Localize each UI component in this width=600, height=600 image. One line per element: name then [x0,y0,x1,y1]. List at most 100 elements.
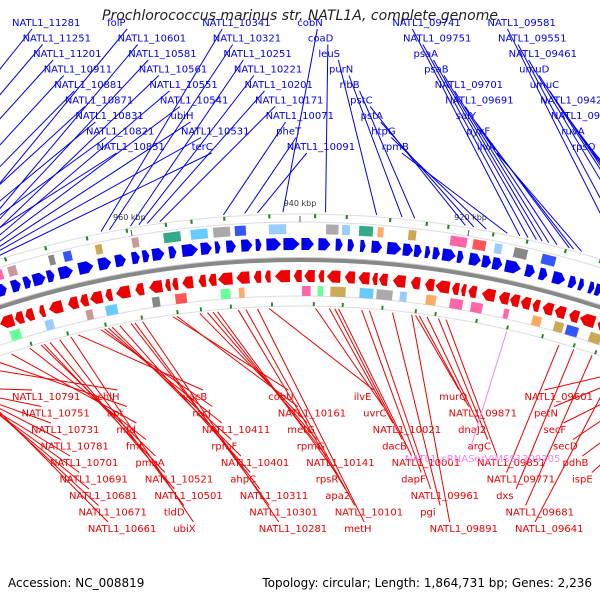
forward-gene-label: NATL1_10911 [44,65,112,76]
reverse-gene-arrow [372,272,378,286]
reverse-gene-label-leader [563,404,600,424]
forward-gene-arrow [537,267,548,281]
forward-gene-label: NATL1_10091 [287,142,355,153]
forward-gene-label-leader [433,59,537,240]
reverse-gene-arrow [208,273,217,287]
outer-marker [388,217,392,223]
forward-gene-label: NATL1_11251 [23,34,91,45]
reverse-cog-block [151,296,161,308]
forward-gene-label: NATL1_10601 [118,34,186,45]
reverse-gene-label: NATL1_10681 [69,491,137,502]
reverse-gene-arrow [39,304,47,318]
reverse-gene-label-leader [0,411,109,523]
forward-gene-label: NATL1_09581 [487,18,555,29]
outer-marker [268,214,271,219]
forward-gene-label: NATL1_10341 [202,18,270,29]
reverse-gene-label-leader [0,408,61,440]
inner-marker [594,350,598,355]
inner-marker [229,304,232,309]
forward-gene-label: NATL1_10881 [54,80,122,91]
reverse-gene-label-leader [199,313,308,424]
accession-text: Accession: NC_008819 [8,576,145,590]
reverse-cog-block [552,320,565,334]
reverse-gene-label: NATL1_10691 [59,475,127,486]
reverse-gene-label: metH [344,524,371,535]
reverse-gene-label: NATL1_10301 [249,508,317,519]
scale-tick [467,230,470,237]
forward-gene-arrow [371,240,383,254]
forward-gene-label-leader [159,106,276,222]
reverse-gene-label-leader [426,316,479,424]
reverse-gene-label-leader [108,327,232,440]
reverse-gene-arrow [25,307,36,321]
reverse-gene-arrow [293,270,302,283]
inner-marker [104,322,107,327]
forward-gene-arrow [114,254,126,268]
reverse-gene-label-leader [368,310,432,490]
forward-gene-label: pykF [466,127,490,138]
reverse-gene-arrow [425,278,436,292]
forward-gene-label-leader [475,121,570,249]
forward-cog-block [341,224,351,236]
scale-tick-label: 940 kbp [284,199,317,208]
forward-gene-label: psaA [414,49,439,60]
forward-gene-arrow [441,248,456,262]
reverse-gene-label-leader [59,339,185,506]
forward-gene-label-leader [244,137,297,214]
reverse-gene-label-leader [328,308,394,424]
forward-gene-arrow [57,265,73,280]
forward-gene-label-leader [109,44,234,231]
reverse-gene-label-leader [445,319,498,457]
reverse-gene-label-leader [0,414,80,473]
reverse-gene-label-leader [515,349,575,490]
reverse-cog-block [9,328,23,342]
forward-gene-arrow [468,252,481,266]
reverse-gene-label-leader [506,344,560,473]
reverse-gene-label-leader [172,316,289,391]
reverse-cog-block [376,289,393,301]
scale-tick-label: 920 kbp [454,213,487,222]
reverse-gene-label-leader [257,308,365,523]
reverse-gene-label: petN [534,409,558,420]
forward-gene-arrow [456,250,464,264]
reverse-gene-arrow [579,313,597,329]
reverse-gene-label-leader [553,387,600,407]
reverse-gene-label: pmbA [135,458,164,469]
forward-gene-label: NATL1_11281 [12,18,80,29]
forward-gene-arrow [587,281,595,294]
forward-gene-label: NATL1_09701 [435,80,503,91]
forward-gene-label-leader [390,137,487,230]
outer-marker [44,246,48,251]
forward-gene-label-leader [0,152,117,229]
forward-gene-arrow [22,276,31,290]
forward-gene-arrow [318,238,331,251]
outer-marker [525,239,529,244]
reverse-cog-block [174,292,188,305]
reverse-gene-arrow [49,300,64,314]
reverse-gene-arrow [15,311,26,325]
inner-marker [29,341,33,346]
forward-gene-label-leader [401,152,508,234]
forward-gene-label: ilvA [477,142,495,153]
reverse-gene-arrow [520,296,532,310]
forward-gene-label: umuD [519,65,549,76]
forward-gene-label: cobN [297,18,322,29]
forward-gene-label-leader [0,28,128,184]
reverse-gene-arrow [344,271,356,284]
forward-gene-arrow [181,243,199,257]
gene-labels: NATL1_11281 NATL1_11251 NATL1_11201 NATL1_1… [0,18,600,535]
track-rings [0,213,600,357]
reverse-gene-arrow [218,272,233,286]
reverse-gene-label: NATL1_10701 [50,458,118,469]
forward-gene-label: NATL1_10531 [181,127,249,138]
forward-gene-arrow [347,239,355,252]
outer-marker [223,216,226,221]
reverse-gene-label-leader [0,362,128,407]
forward-gene-label-leader [0,121,191,247]
inner-marker [176,309,179,315]
reverse-gene-label: NATL1_09601 [525,392,593,403]
outer-marker [345,215,348,220]
forward-gene-label: htpG [371,127,395,138]
reverse-cog-block [399,291,408,303]
forward-gene-label-leader [0,90,170,236]
